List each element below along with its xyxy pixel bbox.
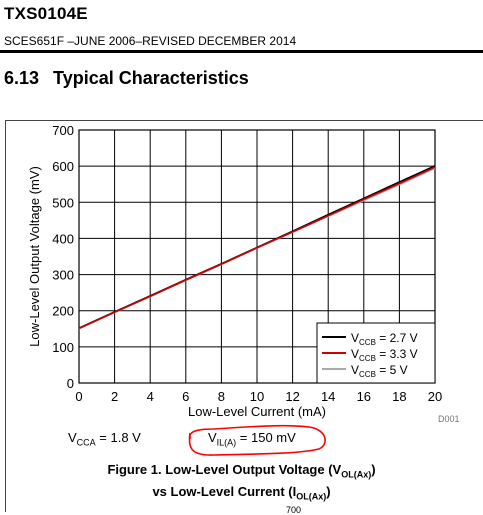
plot-border (78, 129, 436, 384)
y-tick-label: 500 (52, 195, 74, 210)
caption2-suffix: ) (326, 484, 331, 499)
document-revision-line: SCES651F –JUNE 2006–REVISED DECEMBER 201… (4, 34, 297, 48)
x-tick-label: 10 (250, 389, 264, 404)
y-tick-label: 700 (52, 123, 74, 138)
red-annotation-loop (188, 424, 326, 456)
y-tick-label: 0 (67, 376, 74, 391)
x-tick-label: 8 (218, 389, 225, 404)
figure-caption-line2: vs Low-Level Current (IOL(Ax)) (0, 484, 483, 502)
y-axis-label: Low-Level Output Voltage (mV) (27, 166, 42, 347)
x-tick-label: 6 (182, 389, 189, 404)
caption1-subscript: OL(Ax) (341, 469, 372, 480)
header-divider (0, 50, 483, 53)
vcca-value: = 1.8 V (95, 430, 141, 445)
section-heading: 6.13 Typical Characteristics (4, 68, 249, 89)
vil-subscript: IL(A) (216, 437, 237, 448)
vcca-prefix: V (68, 430, 77, 445)
y-tick-label: 100 (52, 340, 74, 355)
annotation-stroke (188, 424, 326, 456)
figure-caption-line1: Figure 1. Low-Level Output Voltage (VOL(… (0, 462, 483, 480)
vil-condition: VIL(A) = 150 mV (208, 430, 296, 448)
y-tick-label: 600 (52, 159, 74, 174)
y-tick-label: 200 (52, 304, 74, 319)
legend-entry: VCCB = 3.3 V (351, 347, 418, 363)
x-tick-label: 0 (75, 389, 82, 404)
figure-id: D001 (438, 414, 460, 424)
x-tick-label: 12 (285, 389, 299, 404)
caption1-prefix: Figure 1. Low-Level Output Voltage (V (107, 462, 342, 477)
x-tick-label: 4 (147, 389, 154, 404)
bottom-partial-text: 700 (286, 505, 302, 515)
caption1-suffix: ) (371, 462, 376, 477)
section-title: Typical Characteristics (53, 68, 249, 88)
x-tick-label: 2 (111, 389, 118, 404)
y-tick-label: 400 (52, 231, 74, 246)
caption2-prefix: vs Low-Level Current (I (152, 484, 297, 499)
x-tick-label: 16 (357, 389, 371, 404)
y-tick-label: 300 (52, 268, 74, 283)
x-tick-label: 14 (321, 389, 335, 404)
x-tick-label: 20 (428, 389, 442, 404)
vil-prefix: V (208, 430, 217, 445)
series-line (78, 166, 436, 330)
document-part-number: TXS0104E (4, 4, 88, 23)
section-number: 6.13 (4, 68, 40, 88)
x-tick-label: 18 (392, 389, 406, 404)
caption2-subscript: OL(Ax) (296, 491, 327, 502)
x-axis-label: Low-Level Current (mA) (188, 404, 326, 419)
legend-entry: VCCB = 5 V (351, 363, 408, 379)
figure-frame (5, 120, 483, 512)
vil-value: = 150 mV (236, 430, 296, 445)
vcca-condition: VCCA = 1.8 V (68, 430, 141, 448)
vcca-subscript: CCA (76, 437, 96, 448)
legend-entry: VCCB = 2.7 V (351, 331, 418, 347)
